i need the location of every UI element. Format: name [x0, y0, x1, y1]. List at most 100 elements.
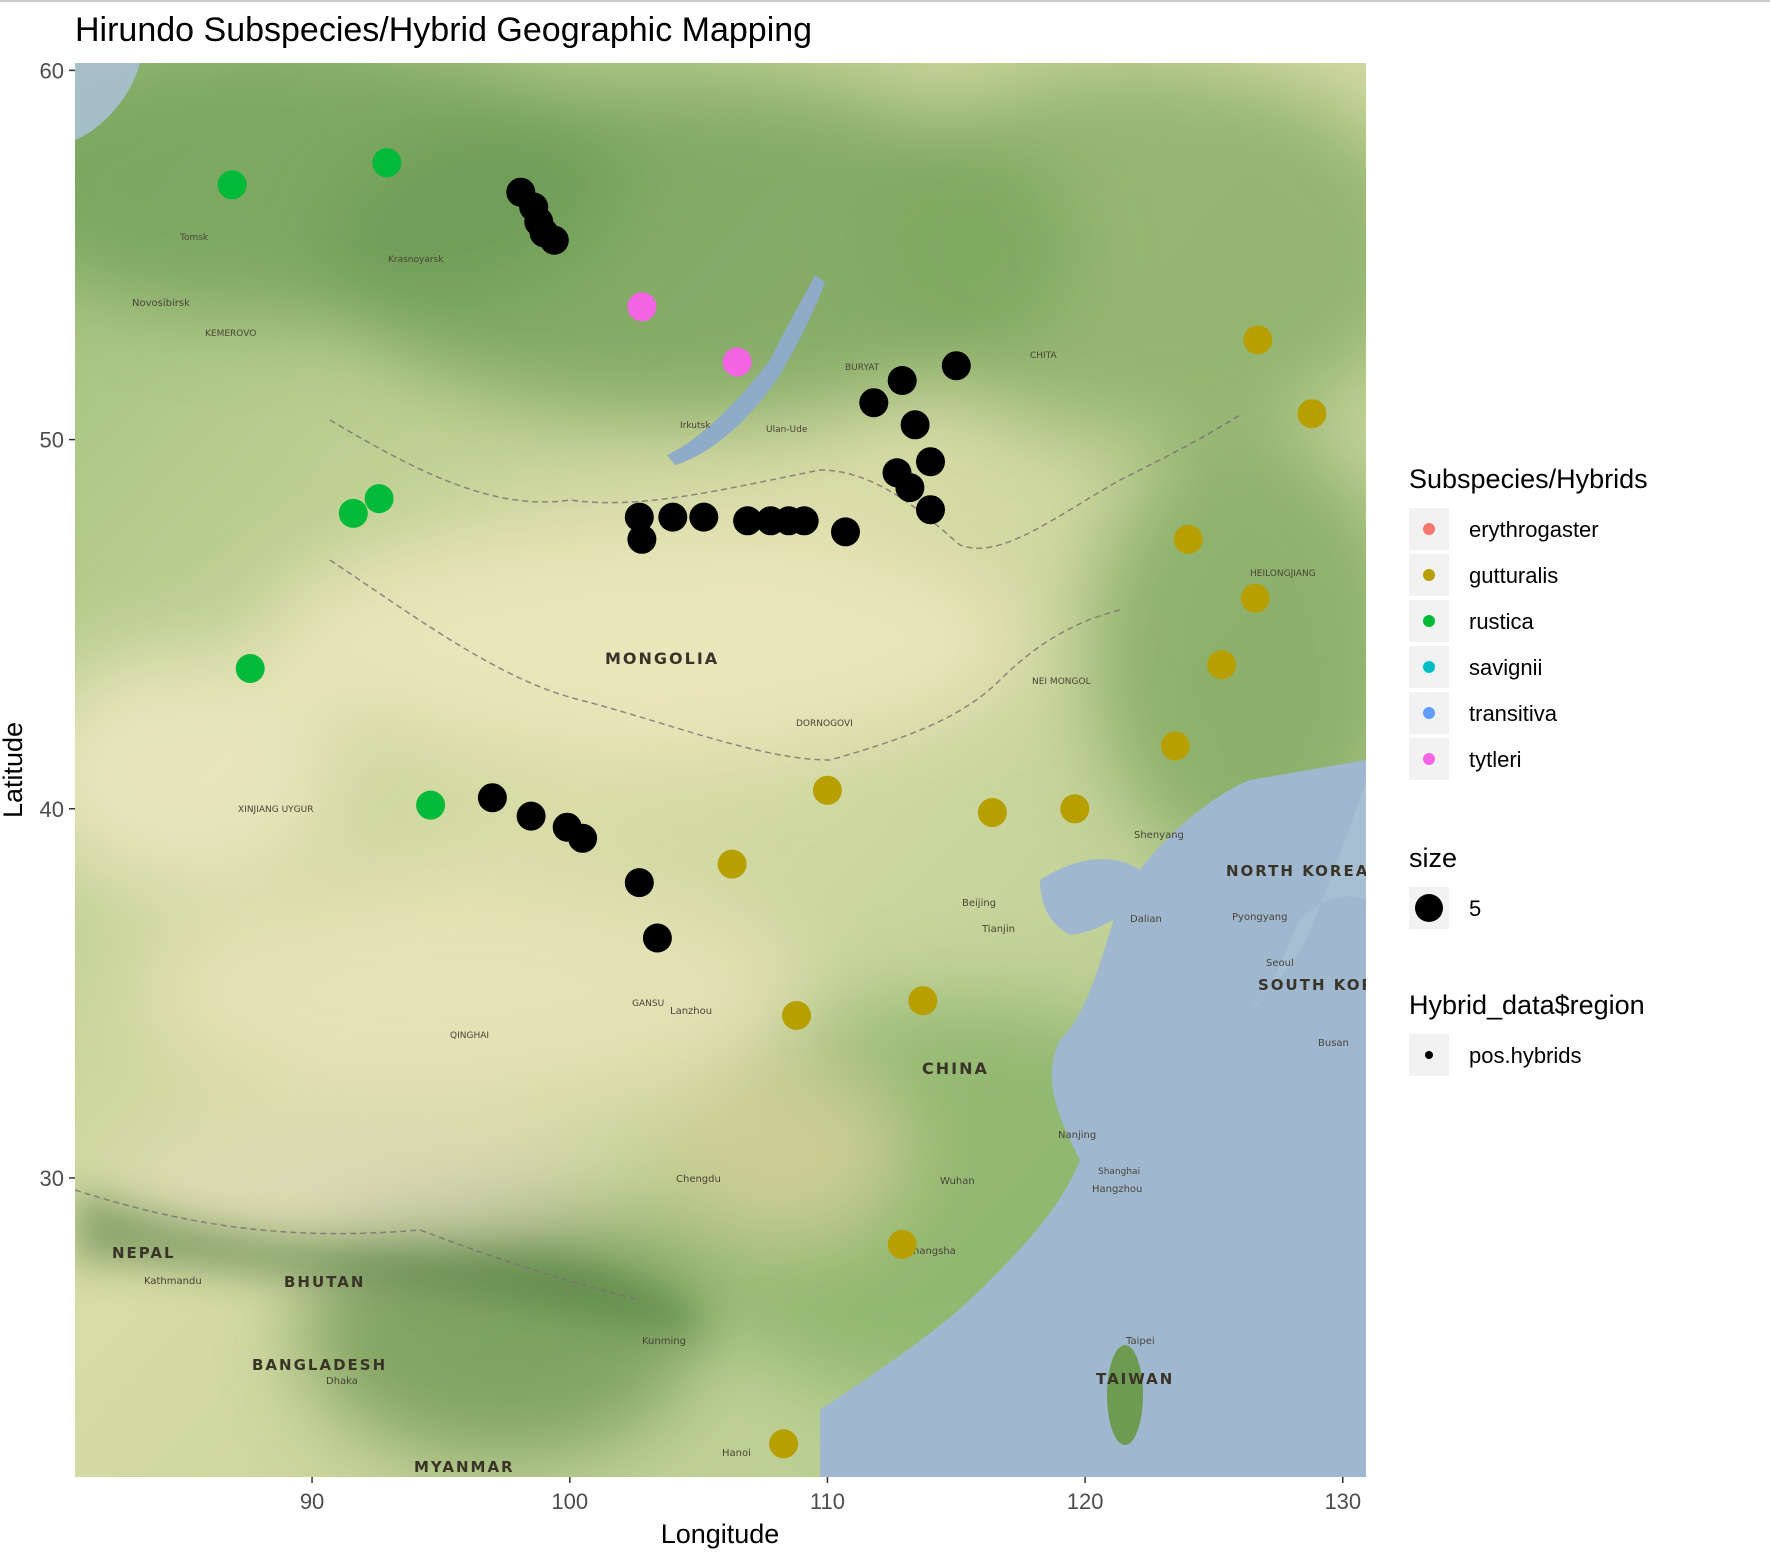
point-pos.hybrids-8 [900, 410, 930, 440]
point-gutturalis-9 [717, 849, 747, 879]
map-label-krasnoyarsk: Krasnoyarsk [388, 255, 444, 265]
y-axis: 30 40 50 60 [40, 58, 75, 1191]
map-label-taiwan: TAIWAN [1096, 1370, 1174, 1388]
map-label-chengdu: Chengdu [676, 1174, 721, 1185]
point-gutturalis-3 [1240, 583, 1270, 613]
point-pos.hybrids-23 [516, 801, 546, 831]
map-label-dalian: Dalian [1130, 914, 1162, 925]
map-label-shenyang: Shenyang [1134, 830, 1184, 841]
map-label-kathmandu: Kathmandu [144, 1276, 202, 1287]
map-label-qinghai: QINGHAI [450, 1031, 489, 1041]
legend-region-label: pos.hybrids [1469, 1043, 1582, 1068]
legend-size-label: 5 [1469, 896, 1481, 921]
map-label-hangzhou: Hangzhou [1092, 1184, 1142, 1195]
point-pos.hybrids-15 [658, 502, 688, 532]
point-gutturalis-12 [887, 1229, 917, 1259]
point-rustica-4 [235, 654, 265, 683]
data-points [217, 148, 1327, 1459]
point-rustica-5 [416, 790, 446, 820]
point-rustica-3 [364, 484, 394, 514]
map-label-lanzhou: Lanzhou [670, 1006, 712, 1017]
map-label-tomsk: Tomsk [179, 233, 209, 243]
x-axis: 90 100 110 120 130 [300, 1477, 1361, 1514]
x-tick-label-90: 90 [300, 1489, 324, 1514]
point-pos.hybrids-22 [477, 783, 507, 813]
point-gutturalis-1 [1297, 399, 1327, 429]
legend-label-gutturalis: gutturalis [1469, 563, 1558, 588]
point-pos.hybrids-9 [916, 447, 945, 477]
legend-size-title: size [1409, 843, 1457, 873]
map-label-shanghai: Shanghai [1098, 1167, 1140, 1177]
point-pos.hybrids-7 [859, 388, 889, 418]
map-label-hanoi: Hanoi [722, 1448, 751, 1459]
point-gutturalis-0 [1243, 325, 1273, 355]
point-pos.hybrids-4 [539, 225, 569, 255]
map-label-changsha: Changsha [906, 1246, 956, 1257]
point-tytleri-0 [627, 292, 657, 322]
point-pos.hybrids-27 [642, 923, 672, 953]
map-label-china: CHINA [922, 1059, 989, 1078]
map-label-nanjing: Nanjing [1058, 1130, 1096, 1141]
legend: Subspecies/Hybrids erythrogaster guttural… [1409, 464, 1648, 1076]
chart-title: Hirundo Subspecies/Hybrid Geographic Map… [75, 11, 812, 49]
map-label-kemerovo: KEMEROVO [205, 329, 256, 339]
legend-size-keys: 5 [1409, 887, 1481, 929]
point-rustica-0 [217, 170, 247, 200]
map-label-tianjin: Tianjin [981, 924, 1015, 935]
legend-label-transitiva: transitiva [1469, 701, 1558, 726]
point-pos.hybrids-5 [941, 351, 971, 381]
point-pos.hybrids-6 [887, 366, 917, 395]
map-label-myanmar: MYANMAR [414, 1458, 515, 1476]
x-axis-title: Longitude [661, 1519, 780, 1549]
window-top-border [0, 0, 1770, 2]
legend-key-savignii [1423, 661, 1435, 673]
point-pos.hybrids-21 [831, 517, 860, 547]
map-label-wuhan: Wuhan [940, 1176, 975, 1187]
point-pos.hybrids-12 [916, 495, 945, 525]
map-label-kunming: Kunming [642, 1336, 686, 1347]
map-label-gansu: GANSU [632, 999, 664, 1009]
point-tytleri-1 [722, 347, 752, 377]
map-label-pyongyang: Pyongyang [1232, 912, 1287, 923]
point-pos.hybrids-13 [624, 502, 654, 532]
y-tick-label-60: 60 [40, 58, 64, 83]
point-gutturalis-4 [1207, 650, 1237, 680]
legend-region-keys: pos.hybrids [1409, 1034, 1582, 1076]
map-label-mongolia: MONGOLIA [605, 649, 719, 668]
legend-key-erythrogaster [1423, 523, 1435, 535]
map-label-seoul: Seoul [1266, 958, 1294, 969]
point-rustica-1 [372, 148, 402, 178]
y-tick-label-50: 50 [40, 428, 64, 453]
legend-label-savignii: savignii [1469, 655, 1542, 680]
point-gutturalis-2 [1173, 524, 1203, 554]
point-gutturalis-5 [1160, 731, 1190, 761]
point-gutturalis-6 [812, 775, 842, 805]
x-tick-label-130: 130 [1324, 1489, 1361, 1514]
point-pos.hybrids-20 [789, 506, 819, 536]
map-label-beijing: Beijing [962, 898, 996, 909]
map-label-nei-mongol: NEI MONGOL [1032, 677, 1091, 687]
legend-key-rustica [1423, 615, 1435, 627]
x-tick-label-100: 100 [551, 1489, 588, 1514]
legend-label-rustica: rustica [1469, 609, 1535, 634]
map-label-busan: Busan [1318, 1038, 1349, 1049]
point-pos.hybrids-14 [627, 524, 657, 554]
y-tick-label-30: 30 [40, 1166, 64, 1191]
point-pos.hybrids-26 [624, 868, 654, 898]
legend-label-tytleri: tytleri [1469, 747, 1522, 772]
map-label-novosibirsk: Novosibirsk [132, 298, 190, 309]
point-rustica-2 [338, 498, 368, 528]
map-label-bhutan: BHUTAN [284, 1273, 365, 1291]
map-label-taipei: Taipei [1125, 1336, 1155, 1347]
y-axis-title: Latitude [0, 722, 28, 818]
legend-color-keys: erythrogaster gutturalis rustica savignii tr… [1409, 508, 1599, 780]
map-label-irkutsk: Irkutsk [680, 421, 711, 431]
point-pos.hybrids-11 [895, 473, 925, 503]
map-label-nepal: NEPAL [112, 1244, 176, 1262]
map-label-south-korea: SOUTH KOREA [1258, 976, 1401, 994]
terrain-basemap: MONGOLIA CHINA NORTH KOREA SOUTH KOREA N… [75, 63, 1401, 1477]
point-gutturalis-13 [769, 1429, 799, 1459]
legend-key-tytleri [1423, 753, 1435, 765]
map-label-heilongjiang: HEILONGJIANG [1250, 569, 1316, 579]
